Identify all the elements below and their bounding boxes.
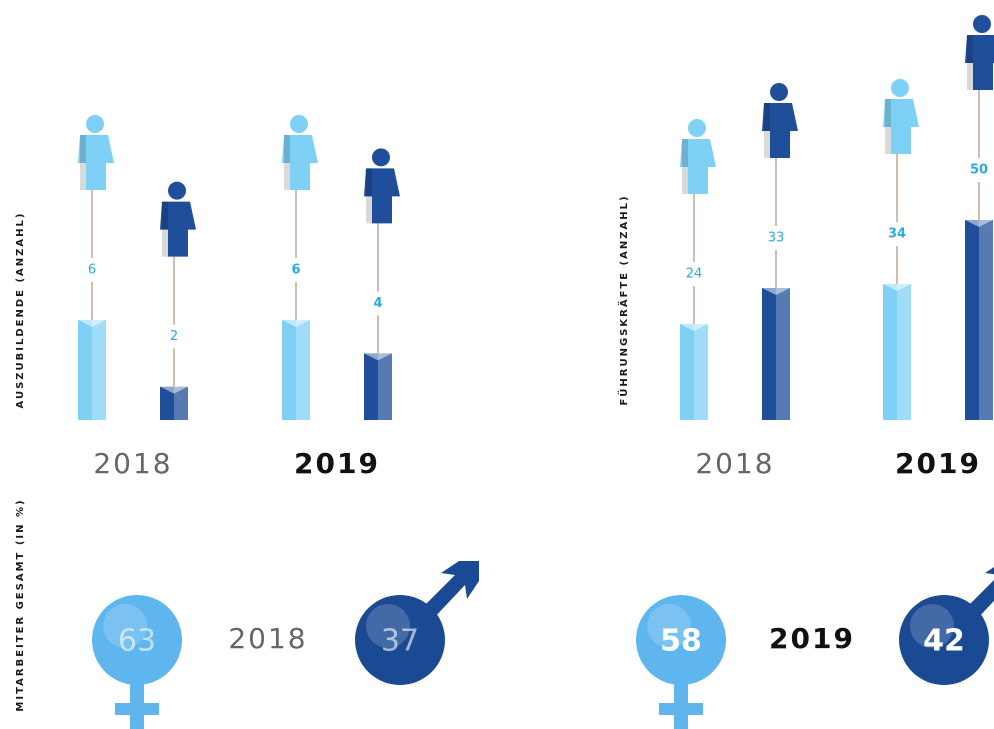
year-label: 2019 xyxy=(769,622,855,655)
value-label: 24 xyxy=(686,267,703,282)
person-head xyxy=(770,83,788,101)
value-label: 6 xyxy=(291,263,300,278)
person-side xyxy=(162,202,168,257)
person-head xyxy=(290,115,308,133)
year-label: 2018 xyxy=(695,447,774,480)
infographic: AUSZUBILDENDE (ANZAHL) 2018 6 2 2019 6 4 FÜHRUN… xyxy=(0,0,994,729)
person-side xyxy=(366,168,372,223)
value-label: 6 xyxy=(88,263,96,278)
person-head xyxy=(86,115,104,133)
value-label: 2 xyxy=(170,329,178,344)
person-icon xyxy=(883,79,919,154)
person-icon xyxy=(762,83,798,158)
person-icon xyxy=(160,182,196,257)
value-label: 50 xyxy=(970,163,988,178)
value-label: 4 xyxy=(373,296,382,311)
person-head xyxy=(372,148,390,166)
person-side xyxy=(885,99,891,154)
person-side xyxy=(764,103,770,158)
year-label: 2019 xyxy=(895,447,981,480)
venus-bar xyxy=(115,703,159,715)
person-side xyxy=(682,139,688,194)
axis-label: FÜHRUNGSKRÄFTE (ANZAHL) xyxy=(616,194,630,405)
person-head xyxy=(891,79,909,97)
value-label: 58 xyxy=(660,624,702,659)
axis-label: MITARBEITER GESAMT (IN %) xyxy=(15,498,26,711)
year-label: 2018 xyxy=(93,447,172,480)
person-head xyxy=(973,15,991,33)
venus-bar xyxy=(659,703,703,715)
value-label: 37 xyxy=(381,624,419,659)
person-side xyxy=(967,35,973,90)
value-label: 63 xyxy=(118,624,156,659)
person-icon xyxy=(364,148,400,223)
bar-shade xyxy=(92,320,106,420)
bar-shade xyxy=(378,353,392,420)
year-label: 2018 xyxy=(228,622,307,655)
person-icon xyxy=(965,15,994,90)
bar-shade xyxy=(897,284,911,420)
value-label: 33 xyxy=(768,231,785,246)
value-label: 34 xyxy=(888,227,906,242)
person-side xyxy=(80,135,86,190)
axis-label: AUSZUBILDENDE (ANZAHL) xyxy=(15,212,26,409)
bar-shade xyxy=(296,320,310,420)
person-side xyxy=(284,135,290,190)
year-label: 2019 xyxy=(294,447,380,480)
bar-shade xyxy=(979,220,993,420)
person-icon xyxy=(282,115,318,190)
person-icon xyxy=(680,119,716,194)
value-label: 42 xyxy=(923,624,965,659)
person-head xyxy=(688,119,706,137)
bar-shade xyxy=(776,288,790,420)
person-icon xyxy=(78,115,114,190)
bar-shade xyxy=(694,324,708,420)
person-head xyxy=(168,182,186,200)
